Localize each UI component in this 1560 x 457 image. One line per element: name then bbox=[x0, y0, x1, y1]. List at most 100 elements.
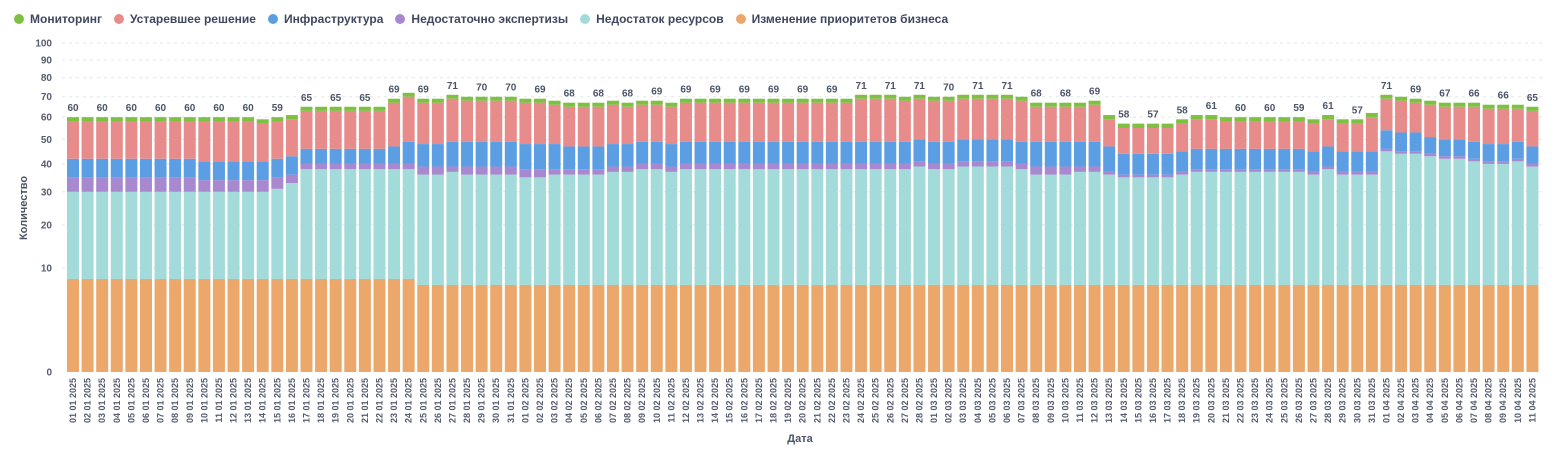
bar-segment[interactable] bbox=[942, 169, 955, 285]
bar-segment[interactable] bbox=[1117, 123, 1130, 129]
bar-segment[interactable] bbox=[694, 163, 707, 170]
bar-segment[interactable] bbox=[1219, 121, 1232, 149]
bar-stack[interactable] bbox=[782, 98, 795, 372]
bar-segment[interactable] bbox=[1015, 169, 1028, 285]
bar-segment[interactable] bbox=[548, 174, 561, 285]
bar-segment[interactable] bbox=[285, 174, 298, 183]
bar-segment[interactable] bbox=[1307, 119, 1320, 124]
bar-segment[interactable] bbox=[1001, 161, 1014, 167]
bar-segment[interactable] bbox=[767, 163, 780, 170]
bar-segment[interactable] bbox=[1030, 284, 1043, 372]
bar-segment[interactable] bbox=[1497, 163, 1510, 285]
bar-segment[interactable] bbox=[1365, 171, 1378, 175]
bar-segment[interactable] bbox=[548, 144, 561, 170]
bar-stack[interactable] bbox=[1365, 112, 1378, 372]
bar-segment[interactable] bbox=[344, 163, 357, 170]
bar-segment[interactable] bbox=[183, 158, 196, 178]
bar-segment[interactable] bbox=[1088, 166, 1101, 172]
bar-segment[interactable] bbox=[271, 117, 284, 122]
bar-segment[interactable] bbox=[227, 180, 240, 192]
bar-stack[interactable] bbox=[1380, 94, 1393, 372]
bar-segment[interactable] bbox=[1219, 284, 1232, 372]
bar-segment[interactable] bbox=[373, 169, 386, 279]
bar-segment[interactable] bbox=[1161, 128, 1174, 154]
bar-stack[interactable] bbox=[227, 117, 240, 372]
bar-segment[interactable] bbox=[679, 163, 692, 170]
bar-segment[interactable] bbox=[1365, 117, 1378, 152]
bar-segment[interactable] bbox=[461, 96, 474, 101]
bar-segment[interactable] bbox=[388, 98, 401, 103]
bar-segment[interactable] bbox=[1438, 139, 1451, 157]
bar-stack[interactable] bbox=[1497, 104, 1510, 372]
bar-segment[interactable] bbox=[884, 169, 897, 285]
bar-segment[interactable] bbox=[1409, 284, 1422, 372]
bar-segment[interactable] bbox=[285, 278, 298, 372]
bar-segment[interactable] bbox=[1395, 153, 1408, 285]
bar-segment[interactable] bbox=[1497, 284, 1510, 372]
bar-segment[interactable] bbox=[650, 141, 663, 164]
bar-segment[interactable] bbox=[869, 163, 882, 170]
bar-segment[interactable] bbox=[1438, 102, 1451, 107]
bar-segment[interactable] bbox=[1263, 284, 1276, 372]
bar-segment[interactable] bbox=[1219, 169, 1232, 172]
bar-segment[interactable] bbox=[1176, 171, 1189, 175]
bar-segment[interactable] bbox=[1365, 284, 1378, 372]
bar-segment[interactable] bbox=[81, 117, 94, 122]
bar-stack[interactable] bbox=[1161, 123, 1174, 372]
bar-stack[interactable] bbox=[1526, 106, 1539, 372]
bar-segment[interactable] bbox=[519, 284, 532, 372]
bar-segment[interactable] bbox=[548, 284, 561, 372]
bar-segment[interactable] bbox=[315, 163, 328, 170]
bar-segment[interactable] bbox=[519, 102, 532, 145]
bar-stack[interactable] bbox=[1146, 123, 1159, 372]
bar-segment[interactable] bbox=[402, 278, 415, 372]
bar-segment[interactable] bbox=[577, 169, 590, 175]
bar-segment[interactable] bbox=[358, 106, 371, 111]
bar-segment[interactable] bbox=[461, 100, 474, 142]
bar-segment[interactable] bbox=[1482, 104, 1495, 109]
bar-stack[interactable] bbox=[1292, 117, 1305, 372]
bar-segment[interactable] bbox=[913, 166, 926, 285]
bar-segment[interactable] bbox=[1161, 177, 1174, 285]
bar-segment[interactable] bbox=[373, 110, 386, 149]
bar-segment[interactable] bbox=[183, 177, 196, 192]
bar-segment[interactable] bbox=[490, 141, 503, 167]
bar-stack[interactable] bbox=[928, 96, 941, 372]
bar-stack[interactable] bbox=[1336, 119, 1349, 372]
bar-segment[interactable] bbox=[767, 102, 780, 142]
bar-segment[interactable] bbox=[212, 121, 225, 162]
bar-stack[interactable] bbox=[1030, 102, 1043, 372]
bar-segment[interactable] bbox=[665, 144, 678, 167]
bar-segment[interactable] bbox=[1161, 153, 1174, 175]
bar-segment[interactable] bbox=[1132, 174, 1145, 178]
bar-segment[interactable] bbox=[125, 158, 138, 178]
bar-segment[interactable] bbox=[986, 98, 999, 140]
bar-segment[interactable] bbox=[125, 191, 138, 279]
bar-segment[interactable] bbox=[417, 174, 430, 285]
bar-segment[interactable] bbox=[1438, 156, 1451, 159]
bar-segment[interactable] bbox=[913, 161, 926, 167]
bar-stack[interactable] bbox=[986, 94, 999, 372]
bar-segment[interactable] bbox=[577, 284, 590, 372]
bar-segment[interactable] bbox=[650, 284, 663, 372]
bar-stack[interactable] bbox=[957, 94, 970, 372]
bar-segment[interactable] bbox=[198, 117, 211, 122]
bar-segment[interactable] bbox=[373, 163, 386, 170]
bar-segment[interactable] bbox=[986, 139, 999, 162]
bar-segment[interactable] bbox=[519, 98, 532, 103]
bar-segment[interactable] bbox=[271, 121, 284, 159]
bar-segment[interactable] bbox=[358, 278, 371, 372]
bar-stack[interactable] bbox=[110, 117, 123, 372]
bar-segment[interactable] bbox=[1278, 121, 1291, 149]
legend-item[interactable]: Инфраструктура bbox=[267, 12, 383, 26]
bar-segment[interactable] bbox=[1424, 284, 1437, 372]
bar-segment[interactable] bbox=[563, 146, 576, 170]
bar-segment[interactable] bbox=[1015, 284, 1028, 372]
bar-segment[interactable] bbox=[869, 98, 882, 142]
bar-segment[interactable] bbox=[986, 161, 999, 167]
bar-segment[interactable] bbox=[67, 278, 79, 372]
bar-segment[interactable] bbox=[563, 106, 576, 147]
bar-segment[interactable] bbox=[1088, 284, 1101, 372]
bar-segment[interactable] bbox=[563, 284, 576, 372]
bar-segment[interactable] bbox=[1278, 169, 1291, 172]
